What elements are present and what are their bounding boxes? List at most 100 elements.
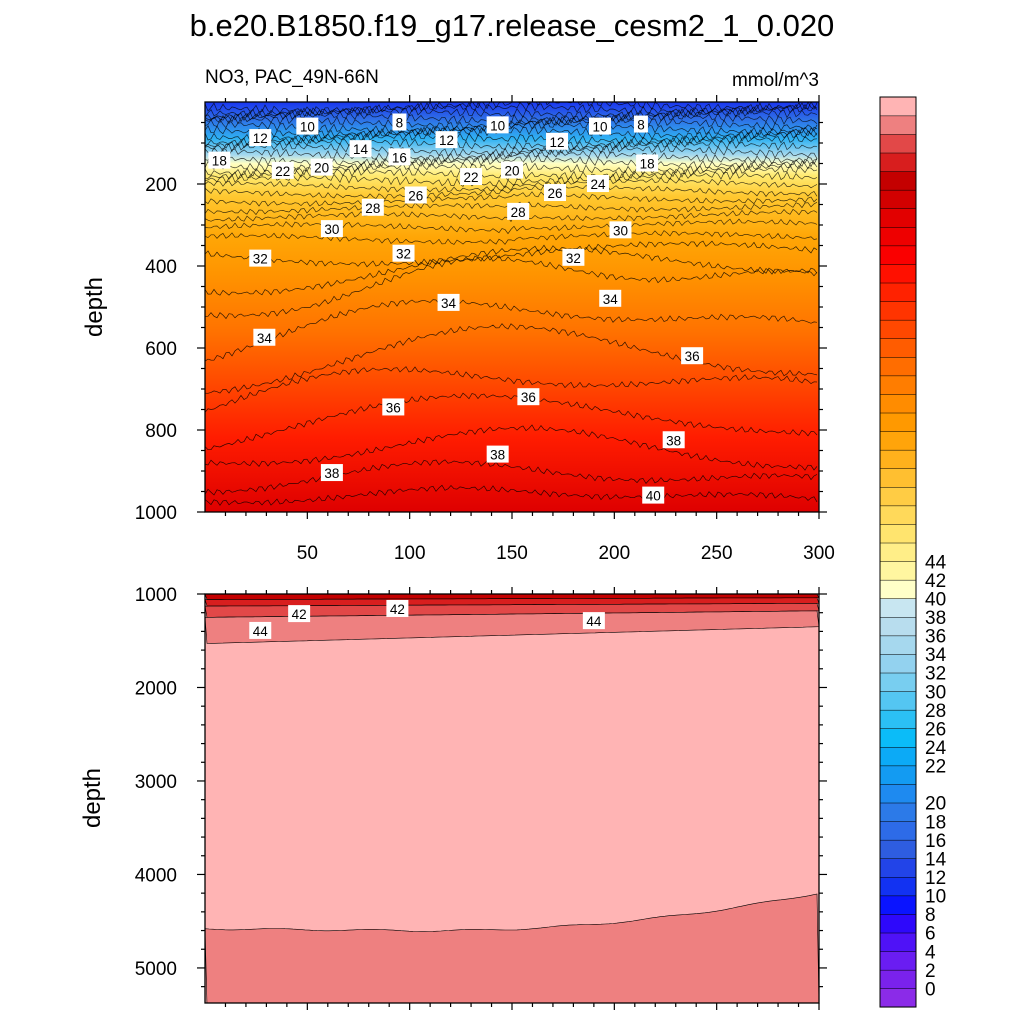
contour-label: 34	[599, 289, 622, 307]
colorbar-swatch	[879, 542, 917, 562]
contour-label-text: 34	[603, 292, 619, 307]
colorbar-swatch	[879, 653, 917, 674]
contour-label-text: 36	[685, 349, 700, 364]
chart-title: b.e20.B1850.f19_g17.release_cesm2_1_0.02…	[190, 8, 835, 43]
colorbar-swatch	[879, 672, 917, 692]
contour-label: 8	[392, 113, 407, 131]
lower-contour-labels: 44 42 42 44	[249, 599, 605, 639]
contour-label: 44	[249, 621, 272, 639]
colorbar-swatch	[879, 988, 917, 1008]
colorbar-swatch	[879, 133, 917, 154]
tick-label: 4000	[135, 865, 177, 886]
contour-label-box	[392, 113, 407, 131]
upper-y-axis-label: depth	[81, 277, 108, 337]
contour-label-box	[249, 621, 272, 639]
contour-label-text: 22	[275, 164, 290, 179]
contour-label: 32	[562, 248, 585, 266]
contour-label-text: 32	[396, 247, 411, 262]
colorbar-swatch	[879, 189, 917, 209]
contour-band	[205, 610, 819, 644]
colorbar-label: 26	[925, 719, 946, 740]
colorbar-label: 30	[925, 682, 946, 703]
colorbar-frame	[879, 96, 917, 1008]
colorbar-swatch	[879, 319, 917, 339]
contour-label: 38	[662, 431, 685, 449]
contour-line	[205, 244, 818, 296]
contour-label-text: 24	[590, 177, 606, 192]
contour-label-text: 20	[504, 163, 519, 178]
colorbar-label: 14	[925, 849, 947, 870]
contour-label-box	[517, 388, 540, 406]
tick-label: 600	[145, 339, 177, 360]
contour-label-box	[249, 249, 272, 267]
colorbar-swatch	[879, 152, 917, 172]
colorbar-label: 28	[925, 701, 946, 722]
colorbar-label: 40	[925, 589, 946, 610]
colorbar-label: 4	[925, 942, 936, 963]
contour-line	[205, 102, 818, 116]
colorbar-label: 16	[925, 831, 946, 852]
tick-label: 800	[145, 421, 177, 442]
colorbar-label: 6	[925, 924, 936, 945]
contour-label-text: 34	[441, 296, 457, 311]
colorbar-swatch	[879, 115, 917, 135]
contour-line	[205, 102, 818, 118]
contour-label: 18	[208, 151, 231, 169]
contour-line	[205, 459, 818, 496]
contour-label-text: 10	[592, 120, 607, 135]
contour-label: 24	[586, 175, 609, 192]
contour-label-box	[681, 347, 704, 365]
contour-label-text: 20	[314, 161, 329, 176]
contour-label-box	[310, 158, 333, 176]
contour-label-box	[361, 198, 384, 216]
contour-label-box	[437, 293, 460, 311]
contour-line	[205, 144, 818, 163]
colorbar-label: 0	[925, 979, 936, 1000]
contour-label: 42	[386, 599, 409, 617]
contour-line	[205, 424, 818, 471]
colorbar-swatch	[879, 523, 917, 544]
tick-label: 3000	[135, 772, 177, 793]
contour-label-box	[662, 431, 685, 449]
contour-label-box	[208, 151, 231, 169]
contour-label: 36	[517, 388, 540, 406]
contour-label: 38	[486, 445, 509, 463]
contour-label-text: 28	[511, 205, 526, 220]
contour-label: 10	[296, 117, 319, 135]
contour-label: 26	[543, 184, 566, 202]
tick-label: 1000	[135, 585, 177, 606]
contour-label: 34	[253, 328, 276, 346]
colorbar-label: 22	[925, 757, 946, 778]
upper-contour-labels: 12 10 8 12 10 12 10 8 18 22 20 14 16 22 20 18 24 26 26 28 28…	[208, 113, 704, 504]
contour-label: 36	[681, 347, 704, 365]
colorbar-label: 32	[925, 664, 946, 685]
contour-label: 20	[501, 161, 523, 179]
contour-label-text: 18	[212, 154, 227, 169]
contour-label: 22	[271, 161, 294, 179]
colorbar-swatch	[879, 821, 917, 841]
contour-label: 26	[404, 186, 427, 204]
contour-label-box	[636, 154, 659, 172]
contour-label-text: 44	[586, 614, 602, 629]
colorbar-swatch	[879, 356, 917, 377]
contour-label-text: 22	[464, 170, 479, 185]
contour-line	[205, 171, 818, 189]
colorbar-swatch	[879, 951, 917, 971]
contour-line	[205, 208, 818, 223]
contour-label-text: 36	[386, 400, 401, 415]
contour-label-text: 38	[324, 466, 339, 481]
colorbar-swatch	[879, 691, 917, 711]
contour-line	[205, 230, 818, 245]
contour-label-text: 26	[547, 186, 562, 201]
contour-label: 36	[382, 398, 405, 416]
colorbar-swatch	[879, 895, 917, 915]
contour-label: 12	[249, 129, 272, 147]
contour-label-text: 42	[390, 602, 405, 617]
contour-label: 30	[320, 220, 343, 238]
contour-label: 12	[546, 132, 569, 150]
contour-label-text: 32	[253, 252, 268, 267]
contour-label-box	[320, 220, 343, 238]
contour-label-text: 36	[521, 390, 536, 405]
colorbar-swatch	[879, 635, 917, 655]
colorbar-swatch	[879, 263, 917, 284]
